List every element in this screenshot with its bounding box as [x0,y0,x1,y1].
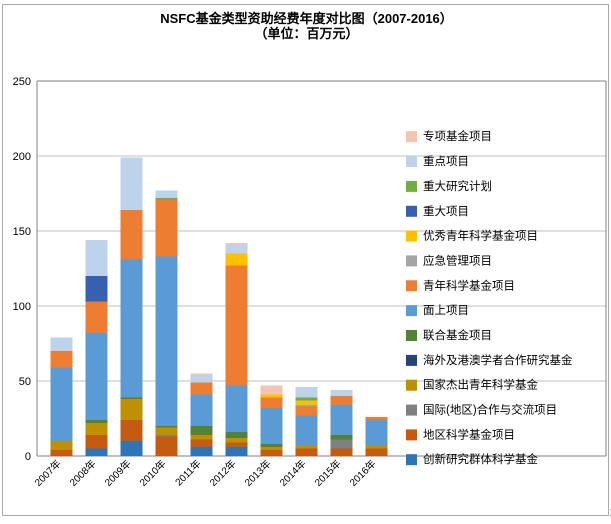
svg-text:重大项目: 重大项目 [423,204,469,218]
svg-text:海外及港澳学者合作研究基金: 海外及港澳学者合作研究基金 [423,353,573,367]
svg-text:2016年: 2016年 [347,457,379,489]
svg-text:250: 250 [13,76,31,88]
svg-text:2014年: 2014年 [277,457,309,489]
svg-text:地区科学基金项目: 地区科学基金项目 [423,427,515,441]
svg-text:0: 0 [25,451,31,463]
svg-text:青年科学基金项目: 青年科学基金项目 [423,278,515,292]
svg-text:2009年: 2009年 [102,457,134,489]
svg-text:优秀青年科学基金项目: 优秀青年科学基金项目 [423,229,538,243]
svg-text:100: 100 [13,301,31,313]
svg-text:重大研究计划: 重大研究计划 [423,179,492,193]
svg-text:重点项目: 重点项目 [423,154,469,168]
svg-text:2007年: 2007年 [32,457,64,489]
svg-text:150: 150 [13,226,31,238]
svg-text:2011年: 2011年 [172,457,203,488]
svg-text:应急管理项目: 应急管理项目 [423,253,492,267]
svg-text:2012年: 2012年 [207,457,239,489]
svg-text:国家杰出青年科学基金: 国家杰出青年科学基金 [423,378,538,392]
svg-text:2013年: 2013年 [242,457,274,489]
svg-text:专项基金项目: 专项基金项目 [423,129,492,143]
svg-text:国际(地区)合作与交流项目: 国际(地区)合作与交流项目 [423,403,557,417]
svg-text:2010年: 2010年 [137,457,169,489]
svg-text:创新研究群体科学基金: 创新研究群体科学基金 [423,452,538,466]
svg-text:200: 200 [13,151,31,163]
svg-text:2008年: 2008年 [67,457,99,489]
svg-text:2015年: 2015年 [312,457,344,489]
svg-text:面上项目: 面上项目 [423,304,469,317]
svg-text:联合基金项目: 联合基金项目 [423,328,492,342]
svg-text:50: 50 [19,376,31,388]
